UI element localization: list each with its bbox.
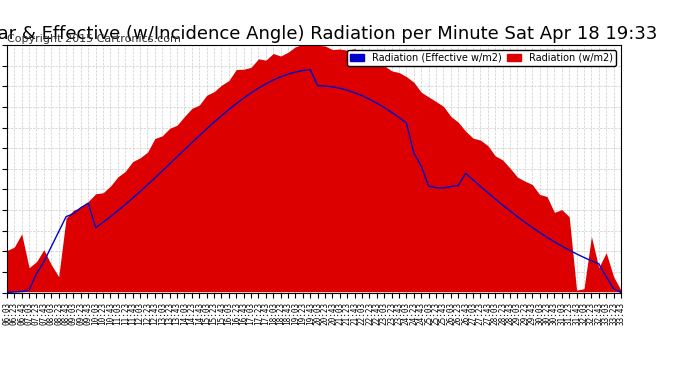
Title: Solar & Effective (w/Incidence Angle) Radiation per Minute Sat Apr 18 19:33: Solar & Effective (w/Incidence Angle) Ra… bbox=[0, 26, 658, 44]
Text: Copyright 2015 Cartronics.com: Copyright 2015 Cartronics.com bbox=[7, 34, 181, 44]
Legend: Radiation (Effective w/m2), Radiation (w/m2): Radiation (Effective w/m2), Radiation (w… bbox=[347, 50, 616, 66]
